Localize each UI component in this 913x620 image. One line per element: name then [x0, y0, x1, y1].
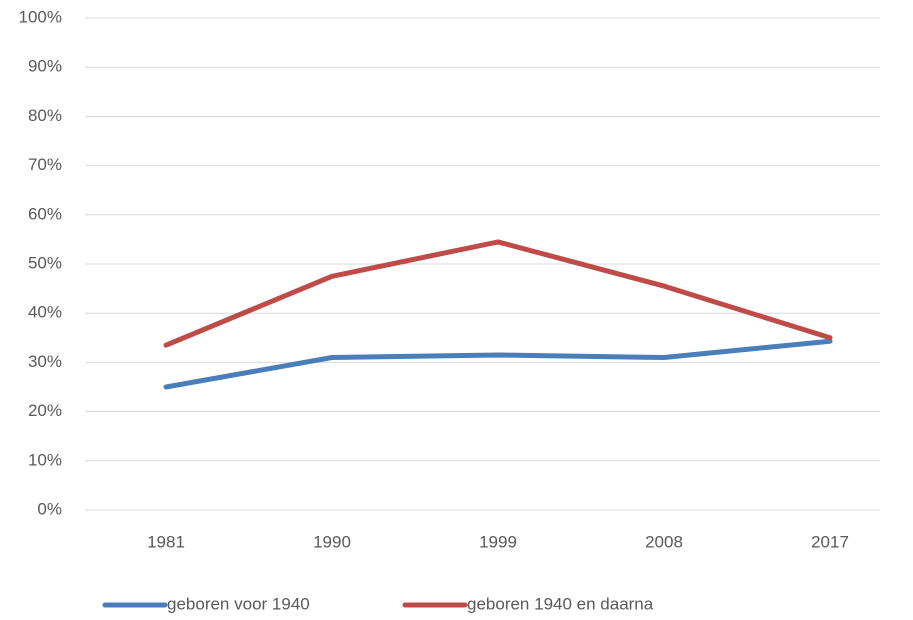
legend-label: geboren voor 1940 [167, 594, 310, 613]
y-tick-label: 70% [28, 155, 62, 174]
y-tick-label: 40% [28, 303, 62, 322]
y-tick-label: 0% [37, 499, 62, 518]
y-tick-label: 50% [28, 253, 62, 272]
legend-label: geboren 1940 en daarna [467, 594, 654, 613]
y-tick-label: 80% [28, 106, 62, 125]
series-line [163, 338, 833, 390]
y-tick-label: 90% [28, 57, 62, 76]
x-tick-label: 2008 [645, 532, 683, 551]
series-line [163, 239, 833, 348]
y-tick-label: 60% [28, 204, 62, 223]
y-tick-label: 30% [28, 352, 62, 371]
y-tick-label: 10% [28, 450, 62, 469]
x-tick-label: 1981 [147, 532, 185, 551]
y-tick-label: 20% [28, 401, 62, 420]
x-tick-label: 2017 [811, 532, 849, 551]
x-tick-label: 1990 [313, 532, 351, 551]
y-tick-label: 100% [19, 7, 62, 26]
x-tick-label: 1999 [479, 532, 517, 551]
